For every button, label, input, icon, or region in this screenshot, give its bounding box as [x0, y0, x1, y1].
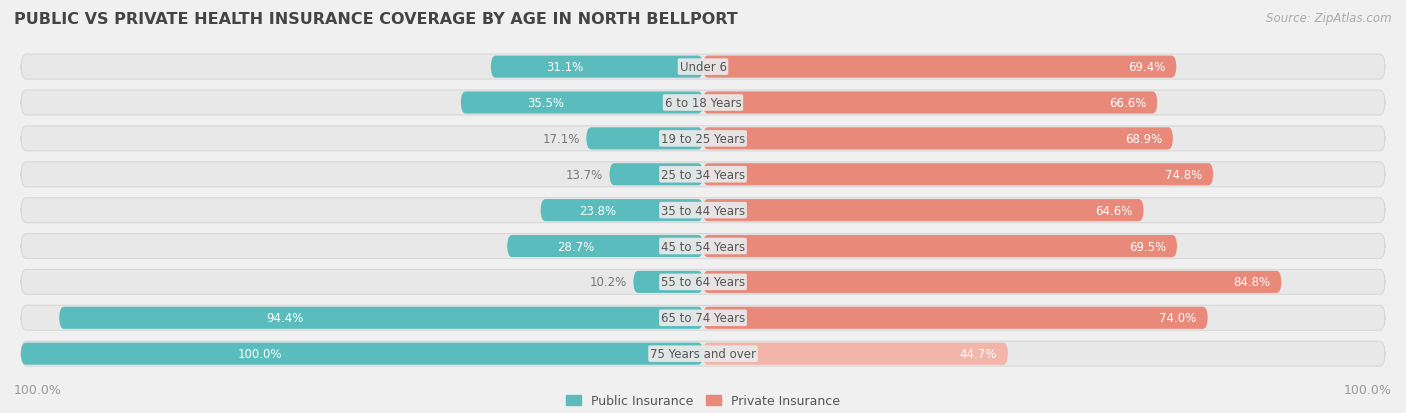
FancyBboxPatch shape	[59, 307, 703, 329]
Text: 35.5%: 35.5%	[527, 97, 564, 110]
FancyBboxPatch shape	[703, 92, 1157, 114]
Text: 66.6%: 66.6%	[1109, 97, 1146, 110]
Text: 25 to 34 Years: 25 to 34 Years	[661, 169, 745, 181]
Text: Under 6: Under 6	[679, 61, 727, 74]
Text: 100.0%: 100.0%	[238, 347, 283, 360]
FancyBboxPatch shape	[21, 342, 1385, 366]
Legend: Public Insurance, Private Insurance: Public Insurance, Private Insurance	[567, 394, 839, 407]
FancyBboxPatch shape	[703, 271, 1281, 293]
FancyBboxPatch shape	[21, 270, 1385, 294]
Text: 28.7%: 28.7%	[557, 240, 595, 253]
Text: PUBLIC VS PRIVATE HEALTH INSURANCE COVERAGE BY AGE IN NORTH BELLPORT: PUBLIC VS PRIVATE HEALTH INSURANCE COVER…	[14, 12, 738, 27]
FancyBboxPatch shape	[703, 235, 1177, 257]
Text: 44.7%: 44.7%	[959, 347, 997, 360]
FancyBboxPatch shape	[21, 234, 1385, 259]
Text: 74.0%: 74.0%	[1160, 311, 1197, 325]
Text: 100.0%: 100.0%	[1344, 384, 1392, 396]
Text: 69.4%: 69.4%	[1128, 61, 1166, 74]
FancyBboxPatch shape	[540, 199, 703, 222]
Text: 23.8%: 23.8%	[579, 204, 616, 217]
FancyBboxPatch shape	[21, 306, 1385, 330]
FancyBboxPatch shape	[586, 128, 703, 150]
Text: 74.8%: 74.8%	[1166, 169, 1202, 181]
FancyBboxPatch shape	[21, 91, 1385, 116]
Text: 31.1%: 31.1%	[547, 61, 583, 74]
Text: 35 to 44 Years: 35 to 44 Years	[661, 204, 745, 217]
FancyBboxPatch shape	[491, 57, 703, 78]
FancyBboxPatch shape	[703, 128, 1173, 150]
FancyBboxPatch shape	[703, 164, 1213, 186]
Text: 17.1%: 17.1%	[543, 133, 579, 145]
FancyBboxPatch shape	[21, 198, 1385, 223]
Text: 65 to 74 Years: 65 to 74 Years	[661, 311, 745, 325]
FancyBboxPatch shape	[703, 307, 1208, 329]
FancyBboxPatch shape	[633, 271, 703, 293]
FancyBboxPatch shape	[461, 92, 703, 114]
Text: 75 Years and over: 75 Years and over	[650, 347, 756, 360]
Text: 94.4%: 94.4%	[266, 311, 304, 325]
FancyBboxPatch shape	[508, 235, 703, 257]
Text: 6 to 18 Years: 6 to 18 Years	[665, 97, 741, 110]
FancyBboxPatch shape	[703, 343, 1008, 365]
FancyBboxPatch shape	[21, 55, 1385, 80]
Text: 19 to 25 Years: 19 to 25 Years	[661, 133, 745, 145]
FancyBboxPatch shape	[609, 164, 703, 186]
Text: 10.2%: 10.2%	[589, 276, 627, 289]
FancyBboxPatch shape	[21, 127, 1385, 152]
FancyBboxPatch shape	[703, 57, 1177, 78]
Text: 84.8%: 84.8%	[1233, 276, 1271, 289]
Text: 45 to 54 Years: 45 to 54 Years	[661, 240, 745, 253]
Text: 64.6%: 64.6%	[1095, 204, 1133, 217]
Text: 55 to 64 Years: 55 to 64 Years	[661, 276, 745, 289]
Text: 100.0%: 100.0%	[14, 384, 62, 396]
FancyBboxPatch shape	[21, 162, 1385, 187]
Text: 68.9%: 68.9%	[1125, 133, 1161, 145]
FancyBboxPatch shape	[21, 343, 703, 365]
Text: 13.7%: 13.7%	[565, 169, 603, 181]
Text: Source: ZipAtlas.com: Source: ZipAtlas.com	[1267, 12, 1392, 25]
Text: 69.5%: 69.5%	[1129, 240, 1166, 253]
FancyBboxPatch shape	[703, 199, 1143, 222]
